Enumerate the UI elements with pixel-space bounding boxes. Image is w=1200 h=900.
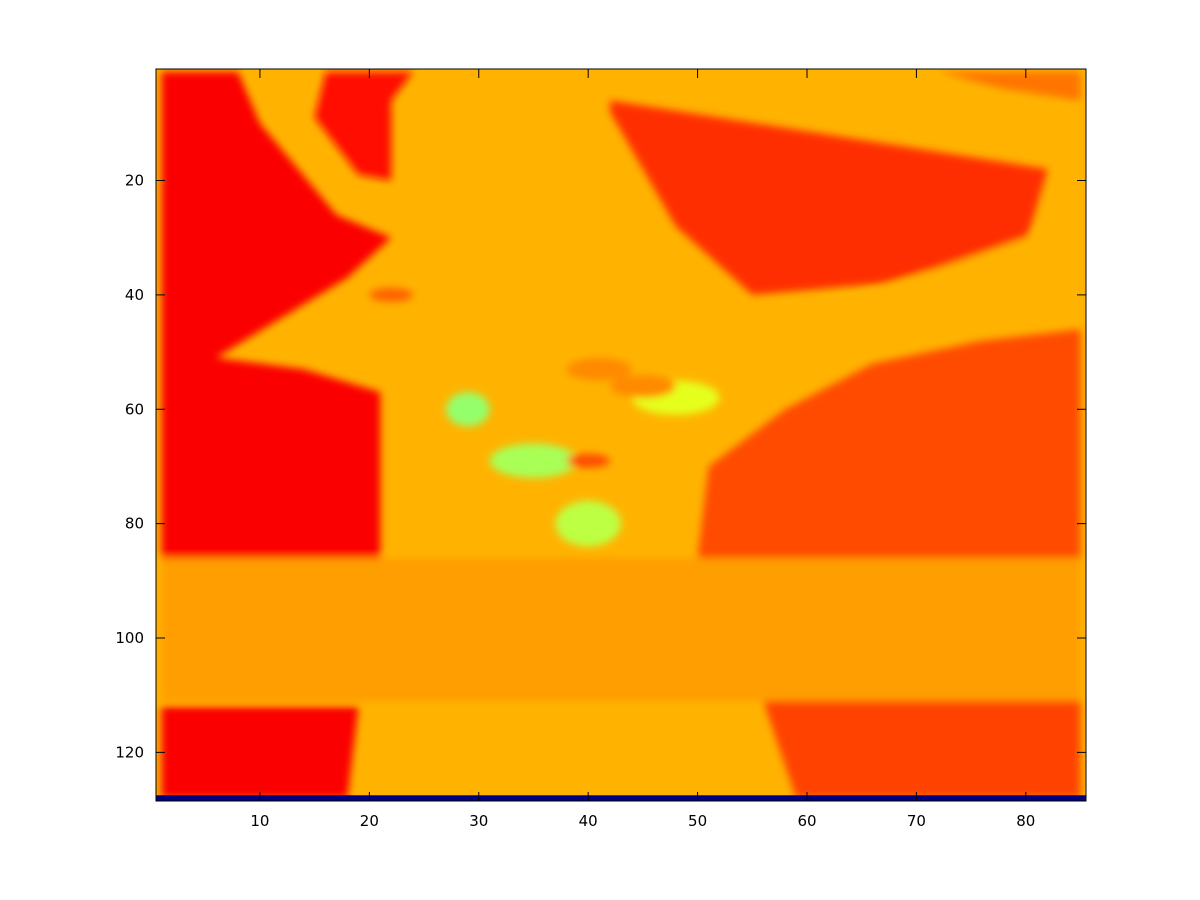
heatmap-region-horizontal-band <box>161 557 1081 701</box>
heatmap-region-right-orange <box>697 294 1081 558</box>
x-tick-label: 60 <box>797 812 816 830</box>
y-tick-label: 40 <box>125 286 144 304</box>
y-tick-label: 120 <box>115 743 144 761</box>
heatmap-region-arm-band <box>730 209 1081 353</box>
x-tick-label: 40 <box>579 812 598 830</box>
heatmap-spots <box>369 288 720 547</box>
plot-area <box>156 69 1086 801</box>
y-tick-label: 20 <box>125 172 144 190</box>
heatmap-spot-dark-spot-2 <box>369 288 414 302</box>
heatmap-spot-cyan-1 <box>445 392 490 427</box>
x-tick-label: 80 <box>1016 812 1035 830</box>
heatmap-region-upper-right-red <box>610 100 1048 295</box>
axes-frame <box>155 68 1087 802</box>
x-tick-label: 70 <box>907 812 926 830</box>
x-tick-label: 10 <box>250 812 269 830</box>
heatmap-row-128 <box>156 795 1086 801</box>
heatmap-spot-dark-spot-1 <box>566 453 611 468</box>
heatmap-spot-eye-left <box>566 357 632 381</box>
heatmap-region-upper-mid-red <box>314 71 414 181</box>
x-tick-label: 30 <box>469 812 488 830</box>
y-tick-label: 100 <box>115 629 144 647</box>
heatmap-region-lower-left-red <box>161 706 359 799</box>
x-tick-label: 50 <box>688 812 707 830</box>
heatmap-spot-cyan-3 <box>555 500 621 547</box>
heatmap-region-top-right-orange <box>938 71 1081 101</box>
heatmap-spot-cyan-2 <box>489 443 578 478</box>
heatmap-region-lower-right-orange <box>763 700 1081 799</box>
y-tick-label: 60 <box>125 400 144 418</box>
y-tick-label: 80 <box>125 515 144 533</box>
heatmap-regions <box>161 71 1081 799</box>
heatmap-region-upper-left-red <box>161 71 392 558</box>
heatmap-spot-eye-right <box>610 374 676 398</box>
axes-ticks: 10 20 30 40 50 60 70 80 20 40 60 80 100 120 <box>115 69 1086 830</box>
x-tick-label: 20 <box>360 812 379 830</box>
